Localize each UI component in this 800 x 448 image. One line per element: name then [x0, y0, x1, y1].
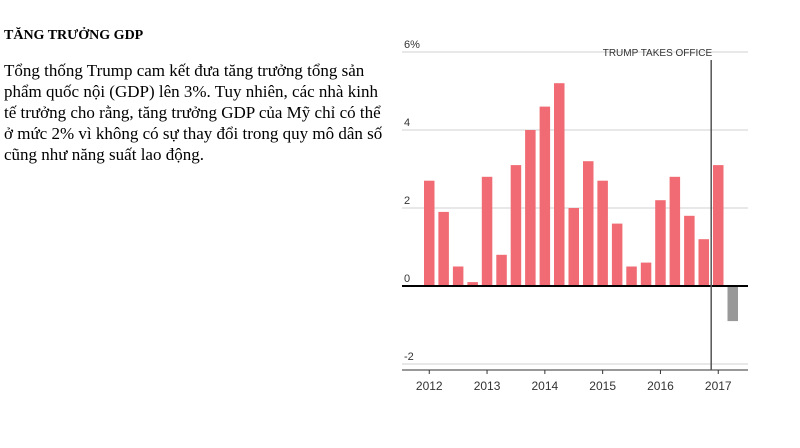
article: TĂNG TRƯỞNG GDP Tổng thống Trump cam kết… — [4, 28, 384, 165]
gdp-bar — [684, 215, 695, 286]
gdp-bar — [525, 130, 536, 286]
y-tick-label: 4 — [404, 117, 410, 129]
trump-takes-office-label: TRUMP TAKES OFFICE — [603, 48, 713, 59]
gdp-bar — [611, 223, 623, 286]
gdp-bar — [655, 200, 666, 286]
x-tick-label: 2016 — [647, 379, 674, 393]
gdp-bar — [539, 106, 551, 286]
y-tick-label: 2 — [404, 195, 410, 207]
gdp-bar — [481, 176, 493, 286]
gdp-bar — [424, 180, 435, 286]
gdp-bar — [669, 176, 681, 286]
x-tick-label: 2012 — [416, 379, 443, 393]
gdp-bar — [510, 165, 522, 286]
gdp-bar — [467, 282, 478, 286]
gdp-bar — [698, 239, 709, 286]
x-tick-label: 2017 — [705, 379, 732, 393]
x-tick-label: 2015 — [589, 379, 616, 393]
x-tick-label: 2013 — [474, 379, 501, 393]
x-tick-label: 2014 — [531, 379, 558, 393]
gdp-bar — [583, 161, 594, 286]
gdp-bar — [626, 266, 637, 286]
chart-bars — [424, 83, 738, 322]
gdp-bar — [496, 254, 507, 286]
y-tick-label: -2 — [404, 351, 414, 363]
y-tick-label: 0 — [404, 273, 410, 285]
gdp-bar — [452, 266, 464, 286]
gdp-bar — [568, 208, 579, 286]
y-tick-label: 6% — [404, 39, 420, 51]
gdp-bar — [727, 286, 738, 322]
article-heading: TĂNG TRƯỞNG GDP — [4, 28, 144, 43]
gdp-bar — [713, 165, 724, 286]
gdp-bar — [640, 262, 652, 286]
gdp-bar — [438, 211, 449, 286]
gdp-bar — [597, 180, 608, 286]
chart-axis: 6% 4 2 0 -2 2012 2013 2014 2015 2016 2017 — [402, 39, 748, 393]
gdp-bar — [554, 83, 565, 286]
article-body: Tổng thống Trump cam kết đưa tăng trưởng… — [4, 61, 383, 164]
